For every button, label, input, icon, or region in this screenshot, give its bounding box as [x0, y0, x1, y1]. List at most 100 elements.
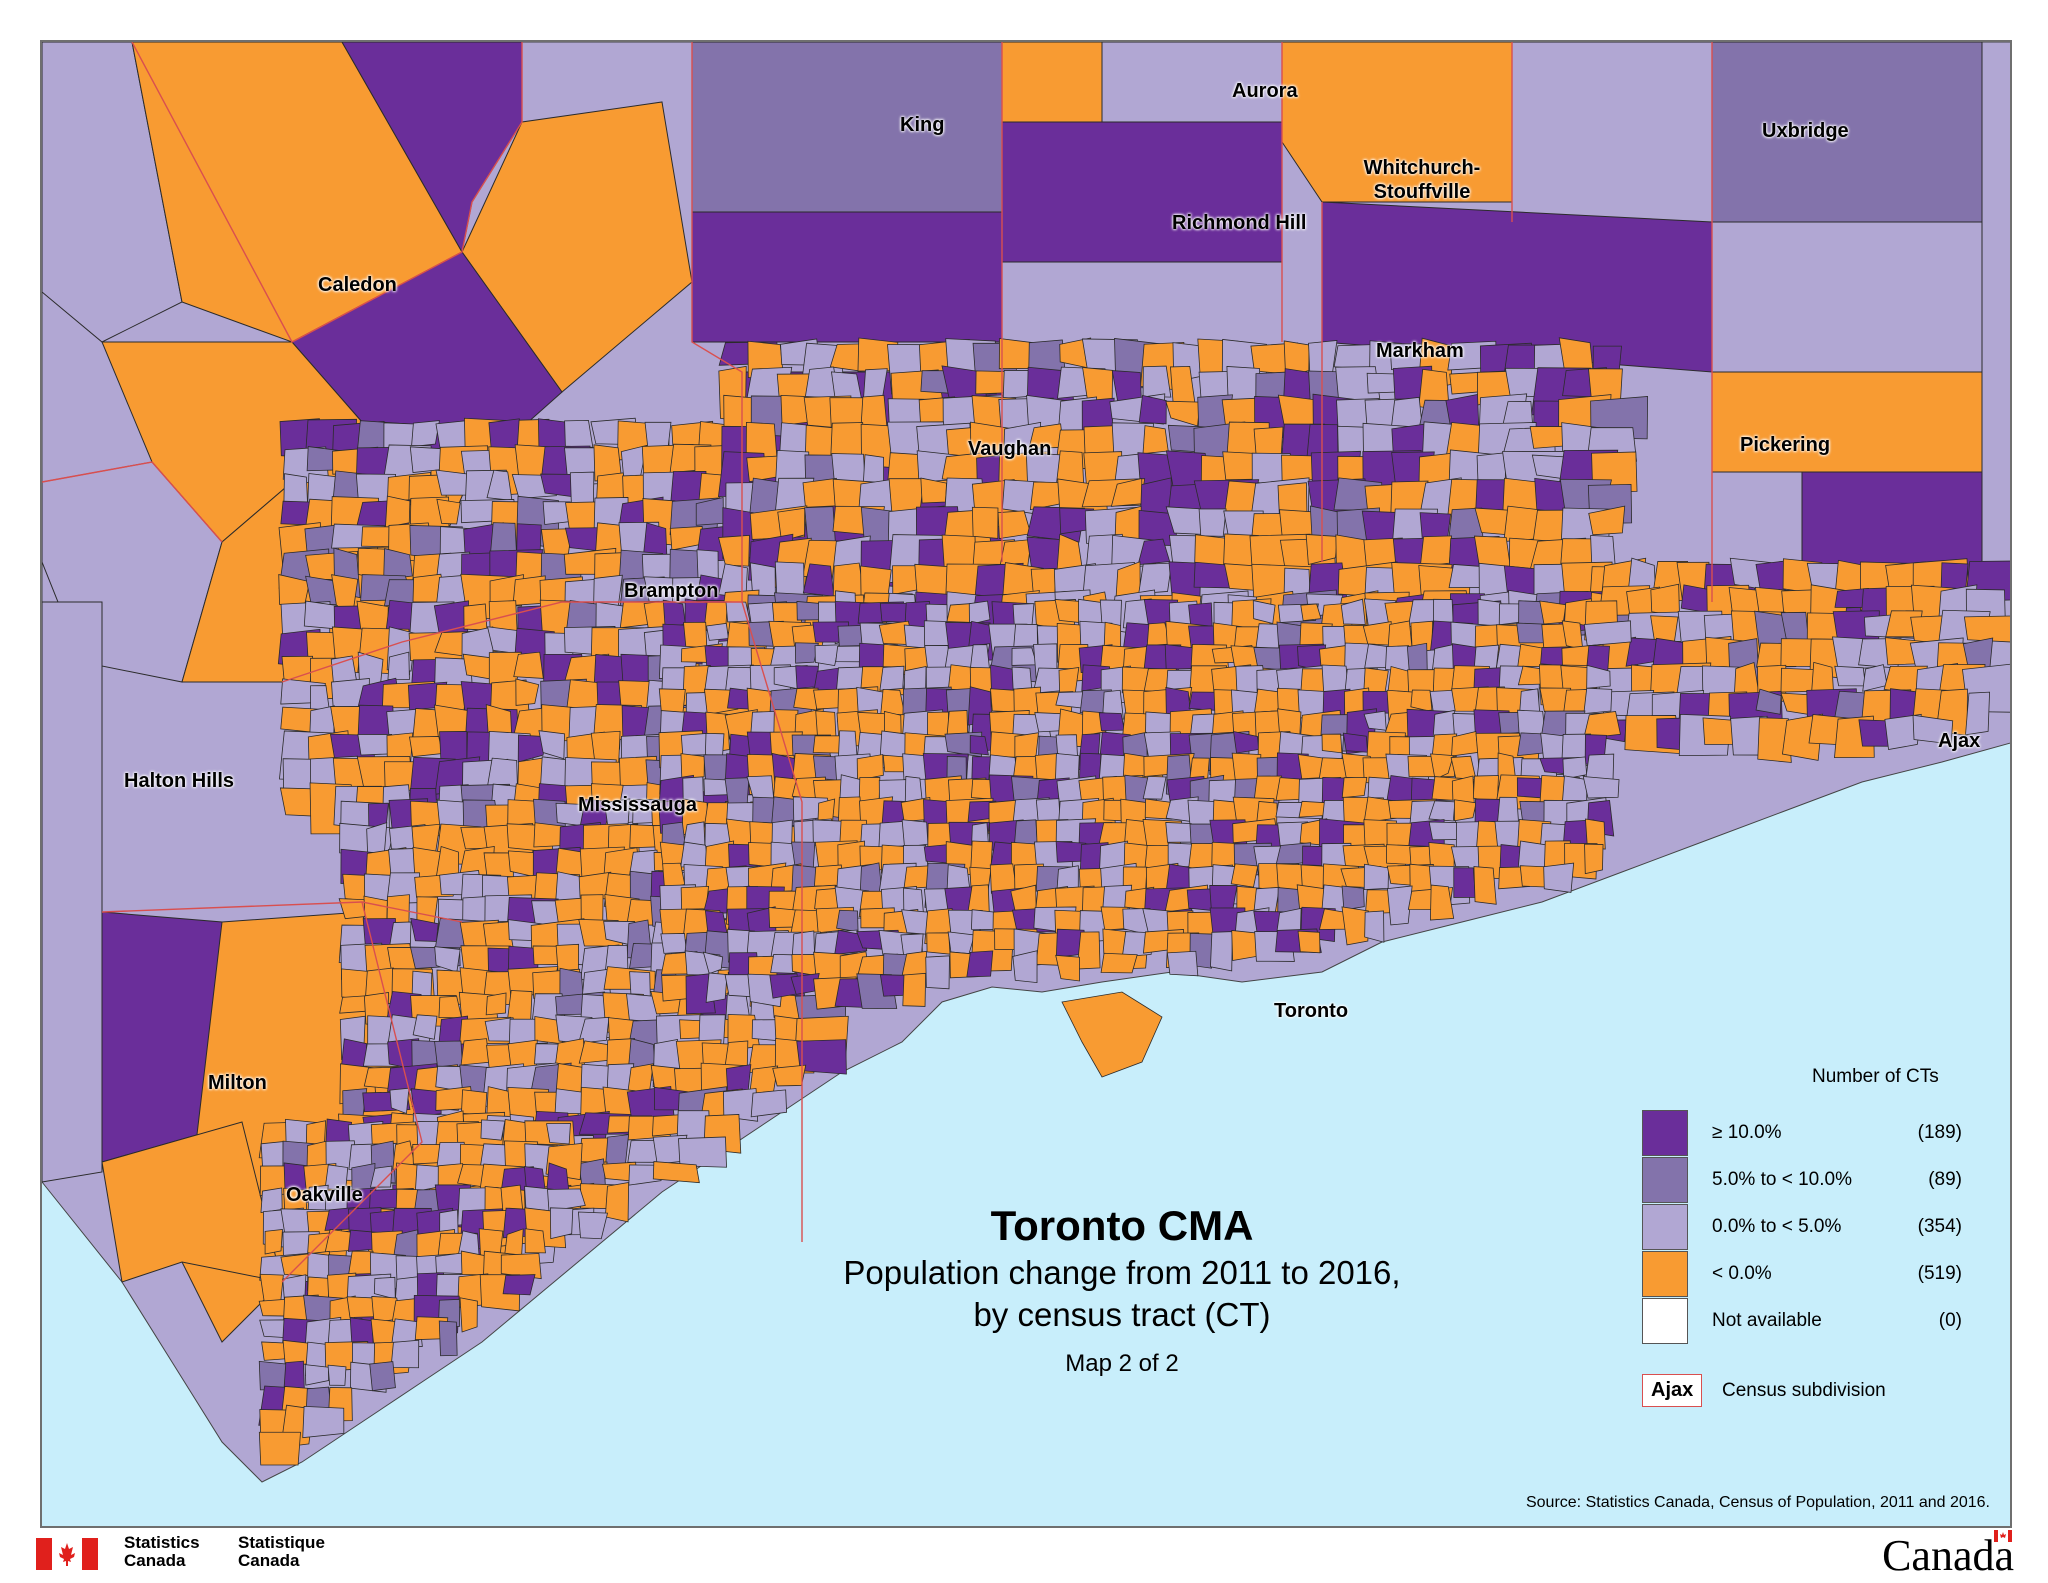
- census-tract: [772, 1064, 807, 1087]
- census-tract: [1138, 562, 1173, 594]
- agency-name-en-line-1: Statistics: [124, 1533, 200, 1552]
- legend-csd-label: Census subdivision: [1722, 1380, 1886, 1401]
- census-tract: [1387, 885, 1413, 926]
- census-tract: [348, 1250, 374, 1275]
- place-label-toronto: Toronto: [1274, 1000, 1349, 1022]
- legend-count: (354): [1917, 1216, 1962, 1237]
- census-tract: [1473, 866, 1497, 905]
- census-tract: [902, 972, 927, 1007]
- census-tract: [1308, 340, 1338, 375]
- csd-boundary-line: [131, 42, 523, 343]
- census-tract: [1142, 365, 1172, 398]
- census-tract: [1166, 950, 1199, 977]
- census-tract: [438, 1320, 458, 1357]
- census-tract: [1912, 714, 1954, 745]
- census-tract: [1076, 931, 1101, 970]
- census-tract: [436, 498, 461, 525]
- census-tract: [777, 507, 806, 542]
- census-tract: [411, 420, 440, 448]
- census-tract: [1583, 710, 1621, 739]
- census-tract: [1341, 885, 1365, 911]
- place-label-king: King: [900, 114, 945, 136]
- map-canvas: [42, 42, 2010, 1483]
- census-tract: [258, 1431, 301, 1466]
- place-label-markham: Markham: [1376, 340, 1464, 362]
- place-label-halton-hills: Halton Hills: [124, 770, 235, 792]
- census-tract: [1472, 775, 1499, 803]
- census-tract: [836, 909, 859, 933]
- legend-swatch: [1642, 1251, 1688, 1297]
- place-label-mississauga: Mississauga: [578, 794, 697, 816]
- place-label-brampton: Brampton: [624, 580, 719, 602]
- legend-swatch: [1642, 1204, 1688, 1250]
- census-tract: [1585, 818, 1606, 850]
- census-tract: [812, 735, 844, 754]
- census-tract: [969, 735, 989, 756]
- canada-wordmark: Canada: [1882, 1531, 2014, 1580]
- census-tract: [1428, 800, 1456, 822]
- census-tract: [302, 1405, 345, 1439]
- census-tract: [1055, 954, 1080, 982]
- census-tract: [500, 1253, 542, 1280]
- census-tract: [722, 1088, 759, 1122]
- census-tract: [305, 1386, 332, 1410]
- legend-swatch: [1642, 1157, 1688, 1203]
- legend-row: Not available (0): [1642, 1298, 1962, 1345]
- census-tract: [968, 600, 991, 626]
- census-tract: [538, 730, 565, 760]
- map-title: Toronto CMA: [990, 1202, 1254, 1249]
- rural-tract: [1711, 221, 1983, 373]
- agency-name-en-line-2: Canada: [124, 1551, 186, 1570]
- census-tract: [814, 644, 840, 667]
- census-tract: [1584, 843, 1604, 875]
- census-tract: [1342, 732, 1369, 753]
- census-tract: [1430, 753, 1454, 780]
- census-tract: [480, 1119, 506, 1141]
- census-tract: [391, 1318, 423, 1347]
- legend-count: (89): [1928, 1169, 1962, 1190]
- census-tract: [390, 1339, 420, 1369]
- census-tract: [1341, 776, 1368, 799]
- csd-boundary-line: [691, 42, 743, 602]
- census-tract: [547, 1188, 586, 1212]
- census-tract: [327, 1364, 347, 1386]
- census-tract: [652, 1161, 700, 1184]
- census-tract: [264, 1228, 283, 1255]
- census-tract: [662, 599, 686, 629]
- census-tract: [524, 1228, 546, 1254]
- agency-name-fr-line-2: Canada: [238, 1551, 300, 1570]
- canada-flag-icon: [36, 1538, 98, 1570]
- census-tract: [680, 753, 705, 782]
- toronto-islands: [1061, 991, 1163, 1078]
- census-tract: [1165, 400, 1201, 427]
- legend-row: < 0.0% (519): [1642, 1251, 1962, 1298]
- census-tract: [1588, 505, 1626, 536]
- map-title-block: Toronto CMA Population change from 2011 …: [742, 1202, 1502, 1378]
- census-tract: [564, 420, 594, 448]
- place-label-caledon: Caledon: [318, 274, 397, 296]
- census-tract: [502, 1274, 536, 1296]
- census-tract: [1453, 799, 1477, 822]
- census-tract: [283, 473, 309, 506]
- legend-swatch: [1642, 1298, 1688, 1344]
- rural-tract: [691, 42, 1003, 213]
- footer: Statistics Canada Statistique Canada Can…: [0, 1528, 2048, 1583]
- census-tract: [794, 642, 819, 664]
- rural-tract: [1001, 42, 1103, 123]
- wordmark-flag-icon: [1994, 1530, 2012, 1542]
- legend-label: < 0.0%: [1712, 1263, 1772, 1284]
- census-tract: [879, 665, 905, 691]
- map-frame: Caledon King Aurora Whitchurch- Stouffvi…: [40, 40, 2012, 1528]
- census-tract: [1755, 688, 1782, 715]
- census-tract: [412, 1014, 438, 1040]
- map-subtitle-line-2: by census tract (CT): [973, 1296, 1271, 1333]
- rural-tract: [1511, 42, 1713, 223]
- census-tract: [1230, 863, 1259, 888]
- census-tract: [901, 819, 929, 848]
- rural-tract: [1711, 371, 1983, 473]
- census-tract: [750, 1089, 788, 1118]
- census-tract: [706, 622, 729, 641]
- census-tract: [1364, 910, 1385, 943]
- census-tract: [303, 600, 339, 630]
- rural-tract: [101, 1121, 283, 1283]
